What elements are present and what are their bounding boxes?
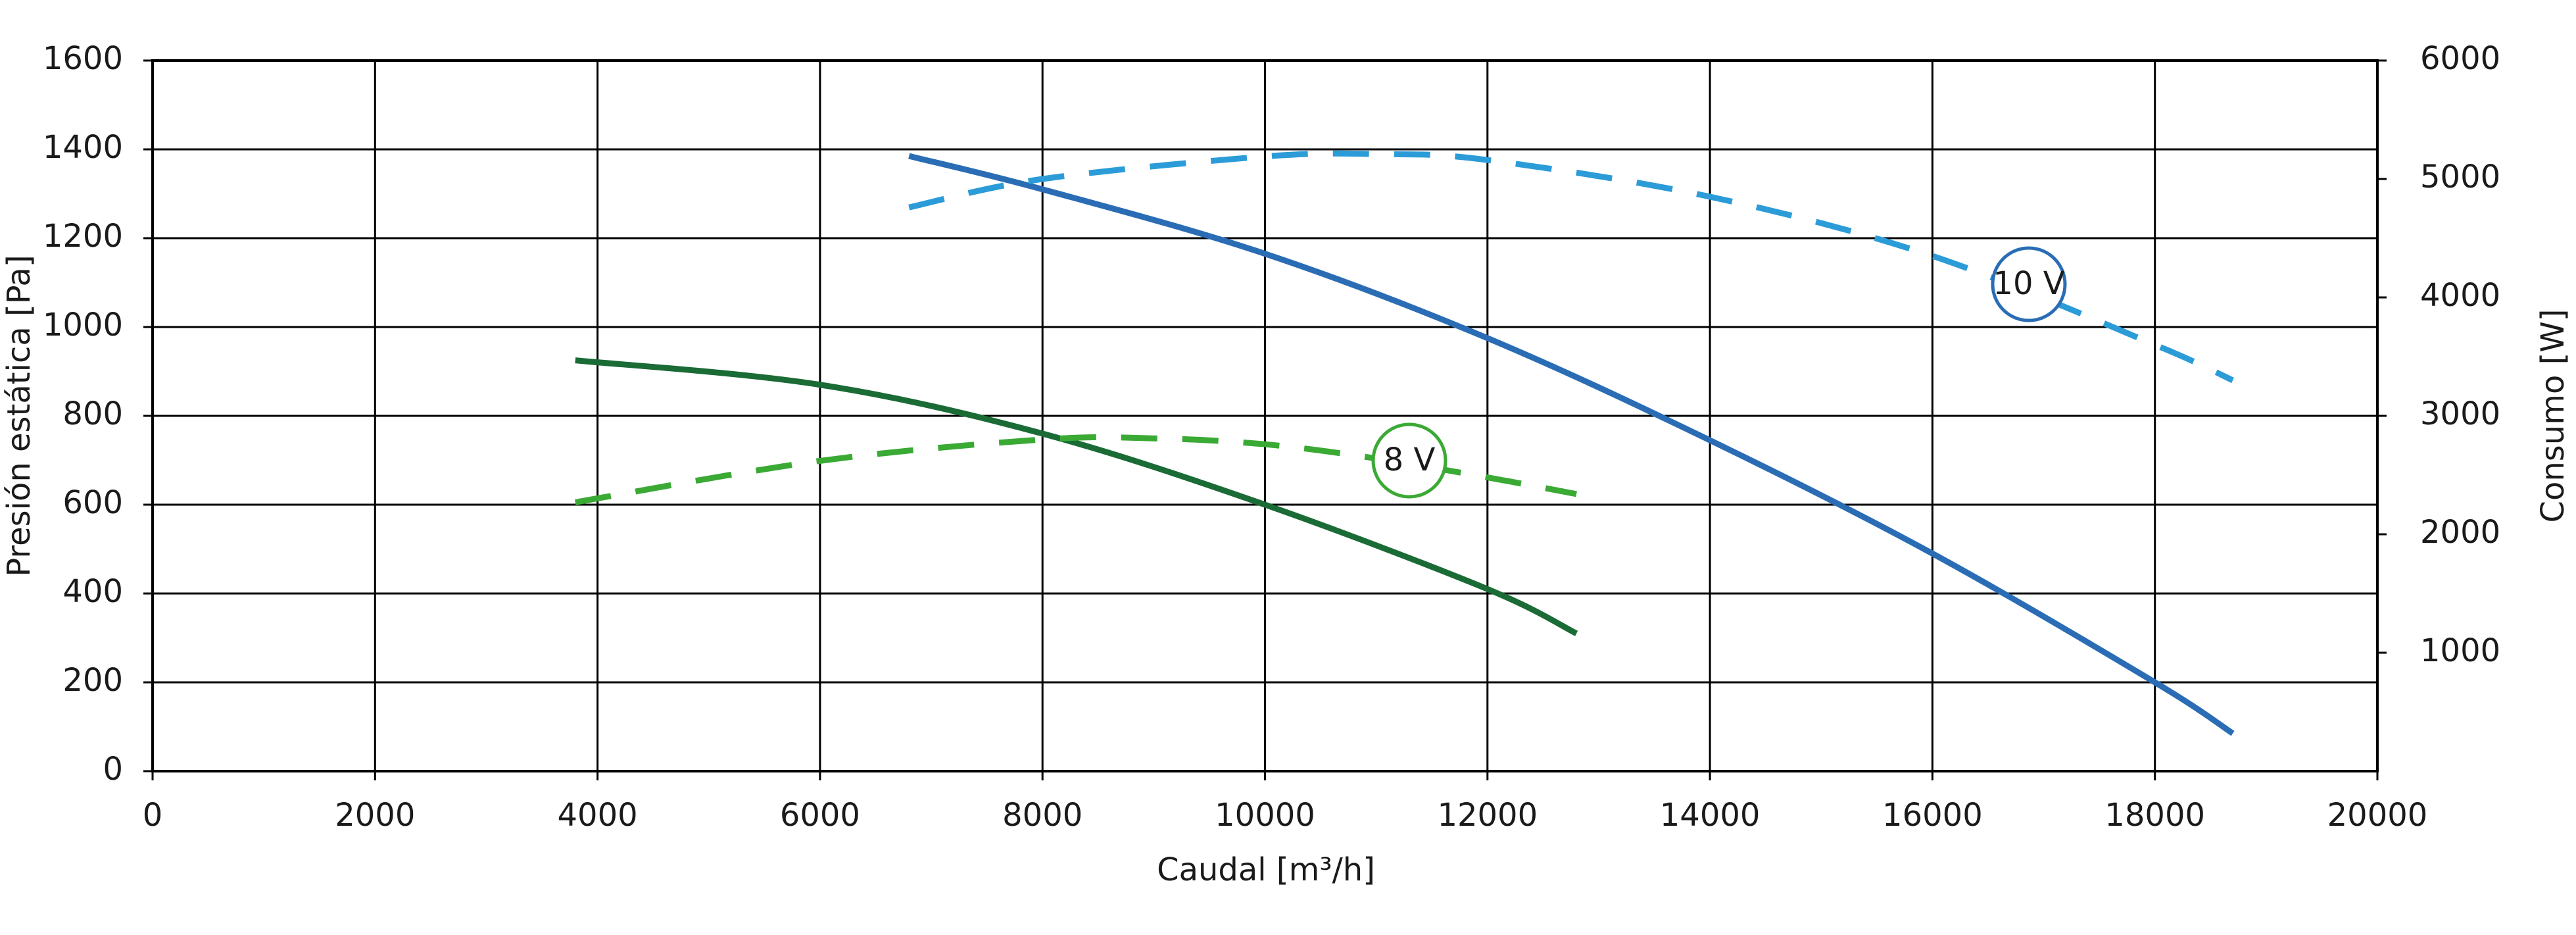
y-axis-title: Presión estática [Pa] <box>1 255 37 576</box>
annotation-label: 10 V <box>1993 265 2064 302</box>
y-tick-label: 1600 <box>43 40 123 77</box>
y2-tick-label: 6000 <box>2420 40 2500 77</box>
y-tick-label: 800 <box>62 395 123 432</box>
y2-tick-label: 1000 <box>2420 632 2500 669</box>
x-tick-label: 4000 <box>558 797 638 834</box>
y-tick-label: 1400 <box>43 129 123 166</box>
y2-tick-label: 5000 <box>2420 159 2500 195</box>
annotation-circle <box>1371 422 1447 499</box>
y-tick-label: 1000 <box>43 307 123 343</box>
x-tick-label: 6000 <box>780 797 860 834</box>
y-tick-label: 0 <box>103 751 123 788</box>
y-tick-label: 1200 <box>43 218 123 255</box>
x-tick-label: 16000 <box>1882 797 1983 834</box>
x-tick-label: 8000 <box>1002 797 1082 834</box>
x-tick-label: 20000 <box>2327 797 2428 834</box>
y2-tick-label: 4000 <box>2420 277 2500 314</box>
y2-axis-title: Consumo [W] <box>2535 309 2571 522</box>
x-tick-label: 18000 <box>2104 797 2205 834</box>
y-tick-label: 200 <box>62 662 123 699</box>
x-tick-label: 12000 <box>1437 797 1538 834</box>
x-tick-label: 0 <box>143 797 163 834</box>
series-line <box>575 357 1578 636</box>
x-tick-label: 2000 <box>335 797 415 834</box>
plot-frame <box>151 59 2379 772</box>
x-axis-title: Caudal [m³/h] <box>1157 851 1375 888</box>
x-tick-label: 10000 <box>1215 797 1315 834</box>
annotation-circle <box>1991 246 2067 322</box>
x-tick-label: 14000 <box>1660 797 1761 834</box>
y-tick-label: 400 <box>62 573 123 610</box>
y-tick-label: 600 <box>62 484 123 521</box>
y2-tick-label: 2000 <box>2420 514 2500 551</box>
series-line <box>908 153 2235 736</box>
annotation-label: 8 V <box>1384 442 1436 478</box>
y2-tick-label: 3000 <box>2420 395 2500 432</box>
series-line <box>575 434 1577 505</box>
